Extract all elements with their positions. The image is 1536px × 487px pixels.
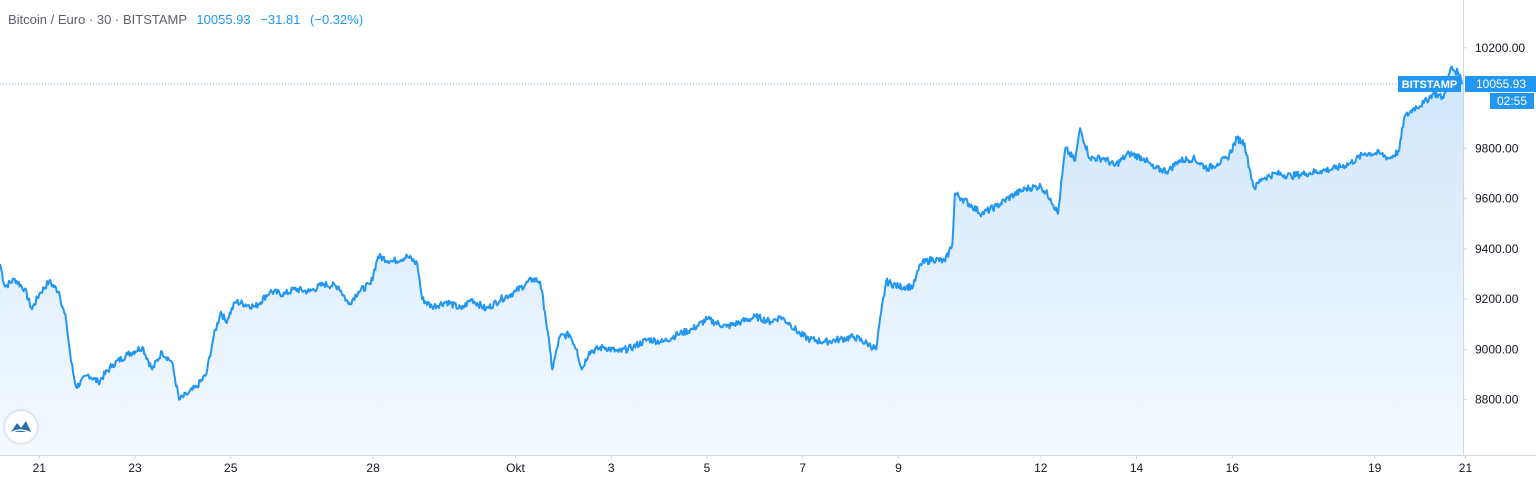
legend-separator: · bbox=[88, 12, 94, 27]
exchange-tag bbox=[1398, 75, 1461, 92]
x-tick-label: 9 bbox=[895, 461, 902, 475]
x-tick-label: 28 bbox=[366, 461, 380, 475]
symbol-legend: Bitcoin / Euro · 30 · BITSTAMP 10055.93 … bbox=[8, 12, 363, 27]
y-tick-label: 9800.00 bbox=[1475, 141, 1519, 155]
tag-layer: BITSTAMP 10055.93 02:55 bbox=[1398, 75, 1536, 109]
y-tick-label: 9400.00 bbox=[1475, 242, 1519, 256]
y-tick-label: 9200.00 bbox=[1475, 292, 1519, 306]
logo-glyph bbox=[10, 421, 32, 434]
last-price-tag-label: 10055.93 bbox=[1476, 77, 1526, 91]
x-tick-label: 12 bbox=[1034, 461, 1048, 475]
x-tick-label: 21 bbox=[33, 461, 47, 475]
series-line[interactable] bbox=[0, 65, 1464, 401]
x-tick-label: 7 bbox=[799, 461, 806, 475]
legend-separator: · bbox=[115, 12, 120, 27]
last-price-tag bbox=[1465, 75, 1536, 92]
x-tick-label: 16 bbox=[1226, 461, 1240, 475]
x-tick-label: 3 bbox=[608, 461, 615, 475]
x-tick-label: 14 bbox=[1130, 461, 1144, 475]
axis-layer: 8800.00 9000.00 9200.00 9400.00 9600.00 9800.… bbox=[0, 0, 1536, 475]
area-layer bbox=[0, 66, 1463, 455]
y-tick-label: 10200.00 bbox=[1475, 41, 1525, 55]
countdown-tag-label: 02:55 bbox=[1497, 94, 1527, 108]
tradingview-logo-icon[interactable] bbox=[5, 411, 37, 443]
x-tick-label: 21 bbox=[1459, 461, 1473, 475]
x-tick-label: Okt bbox=[506, 461, 525, 475]
line-layer bbox=[0, 65, 1464, 401]
x-tick-label: 25 bbox=[224, 461, 238, 475]
y-tick-label: 9000.00 bbox=[1475, 342, 1519, 356]
x-tick-label: 23 bbox=[128, 461, 142, 475]
symbol-name[interactable]: Bitcoin / Euro bbox=[8, 12, 86, 27]
y-tick-label: 9600.00 bbox=[1475, 192, 1519, 206]
exchange-label[interactable]: BITSTAMP bbox=[122, 12, 187, 27]
exchange-tag-label: BITSTAMP bbox=[1402, 79, 1457, 91]
last-price: 10055.93 bbox=[196, 12, 251, 27]
series-area bbox=[0, 66, 1463, 455]
price-change: −31.81 bbox=[260, 12, 301, 27]
interval-label[interactable]: 30 bbox=[96, 12, 112, 27]
x-tick-label: 19 bbox=[1368, 461, 1382, 475]
countdown-tag bbox=[1490, 92, 1534, 109]
price-change-percent: (−0.32%) bbox=[310, 12, 364, 27]
x-tick-label: 5 bbox=[704, 461, 711, 475]
y-tick-label: 8800.00 bbox=[1475, 393, 1519, 407]
